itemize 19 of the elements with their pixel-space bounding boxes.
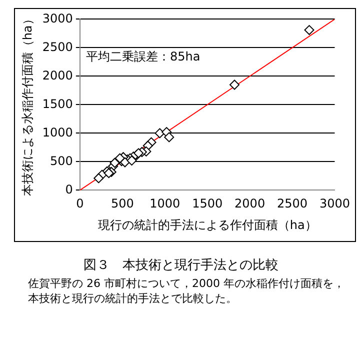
caption: 図３ 本技術と現行手法との比較 <box>82 257 280 274</box>
x-tick-label: 3000 <box>319 196 350 211</box>
x-axis-title: 現行の統計的手法による作付面積（ha） <box>98 218 317 232</box>
x-tick-label: 500 <box>110 196 134 211</box>
x-tick-label: 1500 <box>192 196 223 211</box>
y-tick-label: 3000 <box>42 11 73 26</box>
y-tick-label: 1500 <box>42 96 73 111</box>
y-tick-label: 2500 <box>42 40 73 54</box>
y-tick-label: 1000 <box>42 125 73 140</box>
y-tick-label: 2000 <box>42 68 73 82</box>
annotation: 平均二乗誤差：85ha <box>86 49 200 64</box>
text: 佐賀平野の 26 市町村について，2000 年の水稲作付け面積を，本技術と現行の統計的手法とで比較した。 <box>27 276 346 306</box>
x-tick-label: 0 <box>76 196 84 211</box>
x-tick-label: 2000 <box>234 196 266 211</box>
x-tick-label: 2500 <box>276 196 308 211</box>
y-tick-label: 0 <box>65 182 73 196</box>
y-tick-label: 500 <box>50 154 73 168</box>
x-tick-label: 1000 <box>150 196 180 211</box>
y-axis-title: 本技術による水稲作付面積（ha） <box>20 13 34 196</box>
